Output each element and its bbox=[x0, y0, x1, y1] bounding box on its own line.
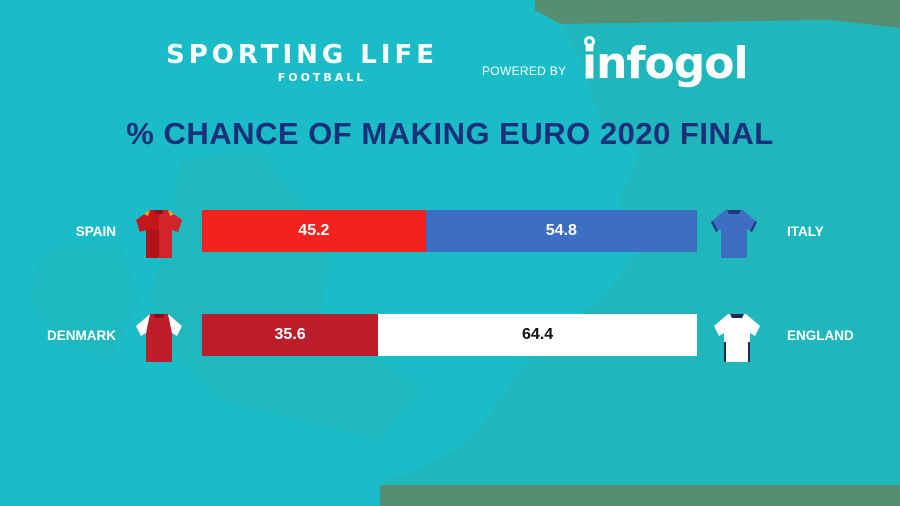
value-denmark: 35.6 bbox=[274, 326, 306, 343]
team-label-denmark: DENMARK bbox=[47, 328, 116, 343]
bar-segment-spain: 45.2 bbox=[202, 210, 426, 252]
powered-by-label: POWERED BY bbox=[482, 64, 567, 78]
bar-segment-italy: 54.8 bbox=[425, 210, 697, 252]
team-label-spain: SPAIN bbox=[75, 224, 116, 239]
value-spain: 45.2 bbox=[298, 222, 330, 239]
chart-title: % CHANCE OF MAKING EURO 2020 FINAL bbox=[126, 116, 774, 151]
brand-sub: FOOTBALL bbox=[277, 71, 367, 84]
team-label-england: ENGLAND bbox=[787, 328, 854, 343]
value-england: 64.4 bbox=[522, 326, 554, 343]
spain-shirt-icon bbox=[136, 210, 182, 258]
brand-main: SPORTING LIFE bbox=[166, 40, 439, 70]
probability-bar: 45.2 54.8 bbox=[202, 210, 697, 252]
header: SPORTING LIFE FOOTBALL POWERED BY infogo… bbox=[0, 36, 900, 98]
value-italy: 54.8 bbox=[545, 222, 577, 239]
match-row-spain-italy: SPAIN 45.2 54.8 ITALY bbox=[0, 210, 900, 258]
denmark-shirt-icon bbox=[136, 314, 182, 362]
probability-bar: 35.6 64.4 bbox=[202, 314, 697, 356]
england-shirt-icon bbox=[714, 314, 760, 362]
bar-segment-denmark: 35.6 bbox=[202, 314, 379, 356]
infogol-logo: infogol bbox=[582, 38, 749, 89]
sporting-life-logo: SPORTING LIFE FOOTBALL bbox=[166, 40, 438, 84]
match-row-denmark-england: DENMARK 35.6 64.4 ENGLAND bbox=[0, 314, 900, 362]
football-icon bbox=[584, 36, 595, 47]
bar-segment-england: 64.4 bbox=[378, 314, 697, 356]
italy-shirt-icon bbox=[711, 210, 757, 258]
team-label-italy: ITALY bbox=[787, 224, 824, 239]
